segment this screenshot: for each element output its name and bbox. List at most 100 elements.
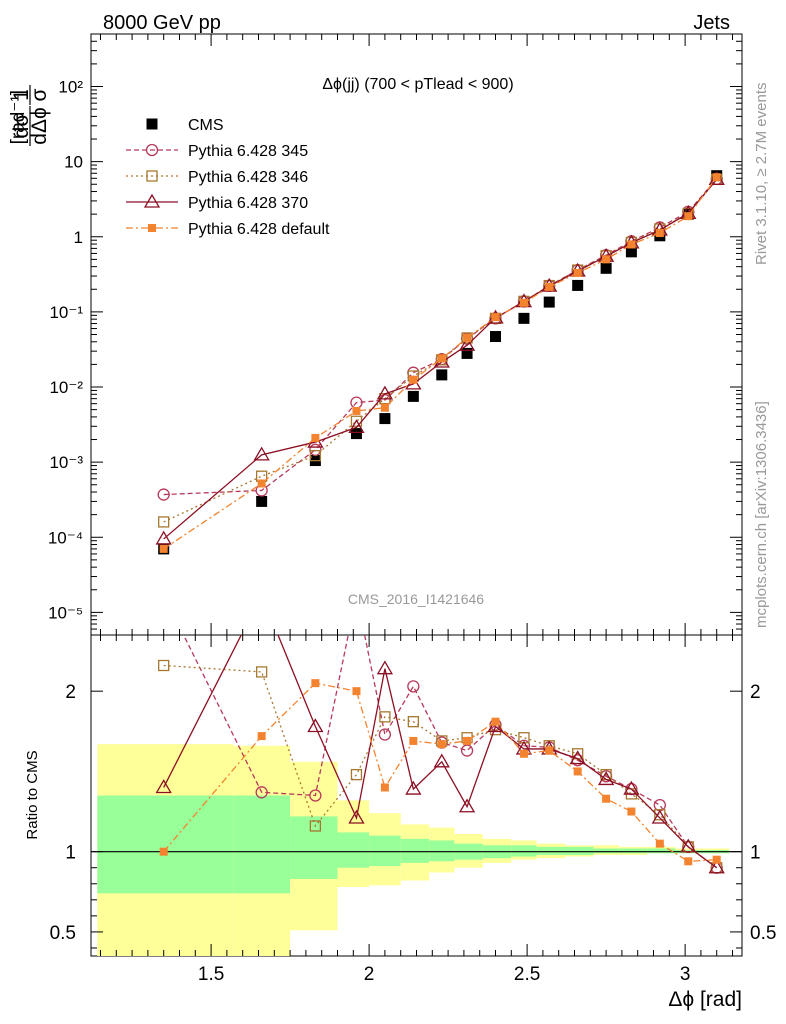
ratio-y-tick-label: 2 [65, 682, 76, 703]
svg-text:dΔϕ: dΔϕ [28, 107, 51, 144]
ratio-series-3 [159, 679, 721, 866]
legend-entry: Pythia 6.428 346 [126, 169, 308, 186]
main-y-axis-label: 1 σ [10, 85, 51, 105]
legend-label: CMS [188, 117, 224, 134]
main-data-point [348, 419, 365, 434]
ratio-data-point [708, 859, 725, 874]
ratio-data-point [463, 736, 472, 745]
ratio-inner-band [233, 795, 291, 894]
ratio-data-point [378, 728, 392, 741]
ratio-data-point [602, 794, 611, 803]
legend-entry: Pythia 6.428 370 [126, 193, 308, 212]
main-data-point [436, 369, 448, 381]
ratio-series-group [155, 635, 725, 874]
ratio-data-point [307, 718, 324, 733]
ratio-inner-band [369, 835, 401, 867]
ratio-inner-band [429, 840, 455, 862]
ratio-y-tick-label: 0.5 [50, 923, 76, 944]
main-data-point [545, 282, 554, 291]
ratio-data-point [458, 798, 476, 813]
x-tick-label: 2.5 [514, 964, 540, 985]
legend-marker [143, 193, 161, 208]
legend-marker [146, 118, 158, 130]
ratio-axis-ticks: 0.5 0.5 1 1 2 2 1.5 2 2.5 3 [50, 635, 776, 985]
main-data-point [600, 262, 612, 274]
main-data-point [157, 488, 170, 501]
ratio-data-point [407, 716, 419, 728]
ratio-data-point [376, 660, 394, 675]
ratio-data-point [712, 855, 721, 864]
main-data-point [491, 313, 500, 322]
ratio-series-line [182, 635, 718, 869]
ratio-data-point [623, 780, 640, 795]
main-data-point [458, 336, 476, 351]
main-y-tick-label: 10⁻¹ [49, 303, 83, 322]
ratio-data-point [597, 771, 615, 786]
ratio-data-point [159, 847, 168, 856]
ratio-data-point [409, 736, 418, 745]
main-data-point [155, 530, 172, 545]
main-y-tick-label: 10⁻³ [49, 453, 83, 472]
ratio-data-point [407, 680, 420, 693]
main-data-point [158, 516, 170, 528]
main-series-group [155, 170, 725, 555]
ratio-data-point [460, 744, 474, 757]
main-data-point [518, 312, 530, 324]
legend-marker [148, 224, 156, 232]
energy-label: 8000 GeV pp [103, 12, 221, 34]
main-data-point [379, 413, 391, 425]
legend-label: Pythia 6.428 370 [188, 195, 308, 212]
ratio-inner-band [593, 848, 619, 854]
main-data-point [627, 240, 636, 249]
main-data-point [625, 246, 637, 258]
main-data-point [257, 479, 266, 488]
ratio-series-line [163, 664, 718, 869]
svg-text:dσ: dσ [10, 114, 33, 139]
ratio-data-point [348, 809, 365, 824]
main-y-axis-label-ratio-part: dσ dΔϕ [10, 106, 51, 146]
ratio-data-point [627, 807, 636, 816]
ratio-data-point [573, 767, 582, 776]
main-data-point [602, 255, 611, 264]
main-frame [90, 33, 743, 636]
ratio-y-tick-label-right: 2 [750, 682, 761, 703]
main-data-point [352, 406, 361, 415]
ratio-data-point [311, 679, 320, 688]
main-y-tick-label: 1 [74, 228, 83, 247]
ratio-inner-band [647, 848, 676, 854]
main-data-point [311, 433, 320, 442]
legend: CMS Pythia 6.428 345 Pythia 6.428 346 Pythi… [126, 117, 330, 238]
legend-entry: Pythia 6.428 default [126, 221, 330, 238]
x-tick-label: 2 [364, 964, 375, 985]
rivet-version-label: Rivet 3.1.10, ≥ 2.7M events [753, 83, 770, 266]
ratio-data-point [684, 857, 693, 866]
mcplots-source-label: mcplots.cern.ch [arXiv:1306.3436] [753, 401, 770, 628]
main-data-point [519, 298, 528, 307]
ratio-inner-band [337, 832, 370, 868]
ratio-y-tick-label-right: 0.5 [750, 923, 776, 944]
main-data-point [256, 495, 268, 507]
main-data-point [573, 268, 582, 277]
ratio-y-axis-label: Ratio to CMS [24, 750, 41, 839]
analysis-id: CMS_2016_I1421646 [348, 591, 484, 607]
ratio-data-point [257, 732, 266, 741]
ratio-inner-band [511, 845, 537, 857]
main-y-tick-label: 10⁻⁵ [48, 603, 83, 622]
ratio-data-point [350, 768, 363, 781]
plot-title: Δϕ(jj) (700 < pTlead < 900) [322, 76, 513, 93]
ratio-uncertainty-bands [91, 744, 742, 956]
ratio-data-point [405, 780, 422, 795]
main-data-point [437, 354, 446, 363]
ratio-data-point [437, 740, 446, 749]
main-data-point [463, 333, 472, 342]
ratio-inner-band [400, 838, 430, 863]
ratio-data-point [491, 717, 500, 726]
ratio-inner-band [97, 795, 234, 894]
ratio-data-point [379, 711, 391, 723]
ratio-data-point [256, 666, 268, 678]
legend-entry: CMS [146, 117, 224, 134]
main-data-point [490, 331, 502, 343]
main-data-point [253, 446, 270, 461]
main-data-point [350, 428, 362, 440]
